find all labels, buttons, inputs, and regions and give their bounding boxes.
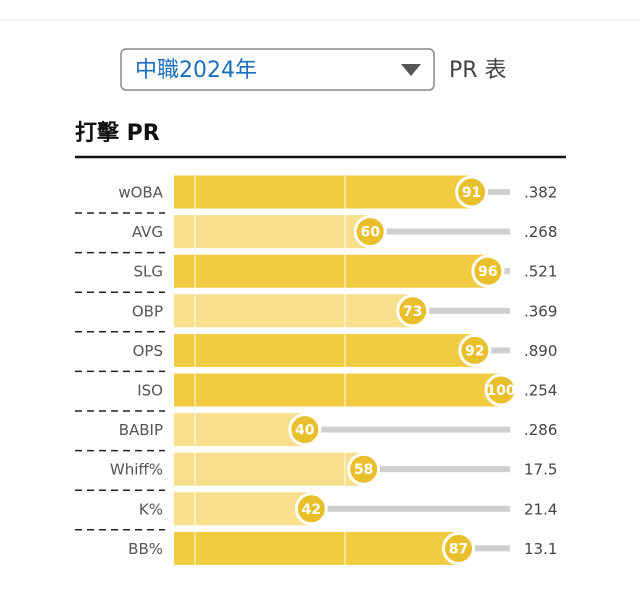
category-label: OPS: [133, 342, 163, 360]
category-label: AVG: [132, 223, 163, 241]
category-label: SLG: [133, 263, 163, 281]
pr-label: 92: [465, 343, 484, 359]
bar: [174, 373, 501, 407]
pr-label: 58: [354, 462, 373, 478]
stat-value: .286: [524, 421, 557, 439]
stat-value: .521: [524, 263, 557, 281]
stat-value: .369: [524, 302, 557, 320]
pr-label: 60: [360, 225, 380, 241]
pr-marker: [396, 294, 430, 328]
bar: [174, 215, 371, 249]
category-label: wOBA: [118, 184, 163, 202]
pr-label: 42: [302, 502, 321, 518]
bar: [174, 294, 413, 328]
bar: [174, 531, 459, 565]
track: [174, 505, 510, 512]
bar: [174, 492, 312, 526]
category-label: OBP: [132, 302, 163, 320]
stat-value: 17.5: [524, 461, 557, 479]
pr-label: 40: [295, 423, 315, 439]
stat-value: .254: [524, 382, 557, 400]
pr-label: 91: [462, 185, 481, 201]
stat-value: .268: [524, 223, 557, 241]
category-label: BB%: [128, 540, 163, 558]
stat-value: .890: [524, 342, 557, 360]
pr-marker: [441, 531, 475, 565]
pr-marker: [484, 373, 518, 407]
rows: wOBA 91 .382 AVG 60 .268 SLG 96 .521 OBP 73 .369 OPS…: [75, 175, 557, 565]
bar: [174, 175, 472, 209]
pr-label: 96: [478, 264, 497, 280]
bar: [174, 413, 305, 447]
bar: [174, 254, 488, 288]
category-label: K%: [139, 500, 163, 518]
dropdown[interactable]: [120, 48, 435, 91]
stat-value: 21.4: [524, 500, 557, 518]
pr-label: 100: [486, 383, 515, 399]
dropdown-value: 中職2024年: [135, 58, 257, 83]
pr-label: 87: [449, 541, 468, 557]
dropdown-arrow: [401, 64, 421, 76]
category-label: ISO: [137, 382, 163, 400]
category-label: Whiff%: [110, 461, 163, 479]
track: [174, 426, 510, 433]
bar: [174, 333, 475, 367]
page-label: PR 表: [449, 58, 507, 83]
pr-marker: [455, 175, 489, 209]
chart-title: 打擊 PR: [75, 120, 160, 146]
pr-marker: [458, 333, 492, 367]
bar: [174, 452, 364, 486]
pr-marker: [294, 492, 328, 526]
pr-label: 73: [403, 304, 422, 320]
category-label: BABIP: [119, 421, 163, 439]
pr-marker: [347, 452, 381, 486]
stat-value: 13.1: [524, 540, 557, 558]
stat-value: .382: [524, 184, 557, 202]
pr-marker: [288, 413, 322, 447]
pr-marker: [353, 215, 387, 249]
pr-marker: [471, 254, 505, 288]
